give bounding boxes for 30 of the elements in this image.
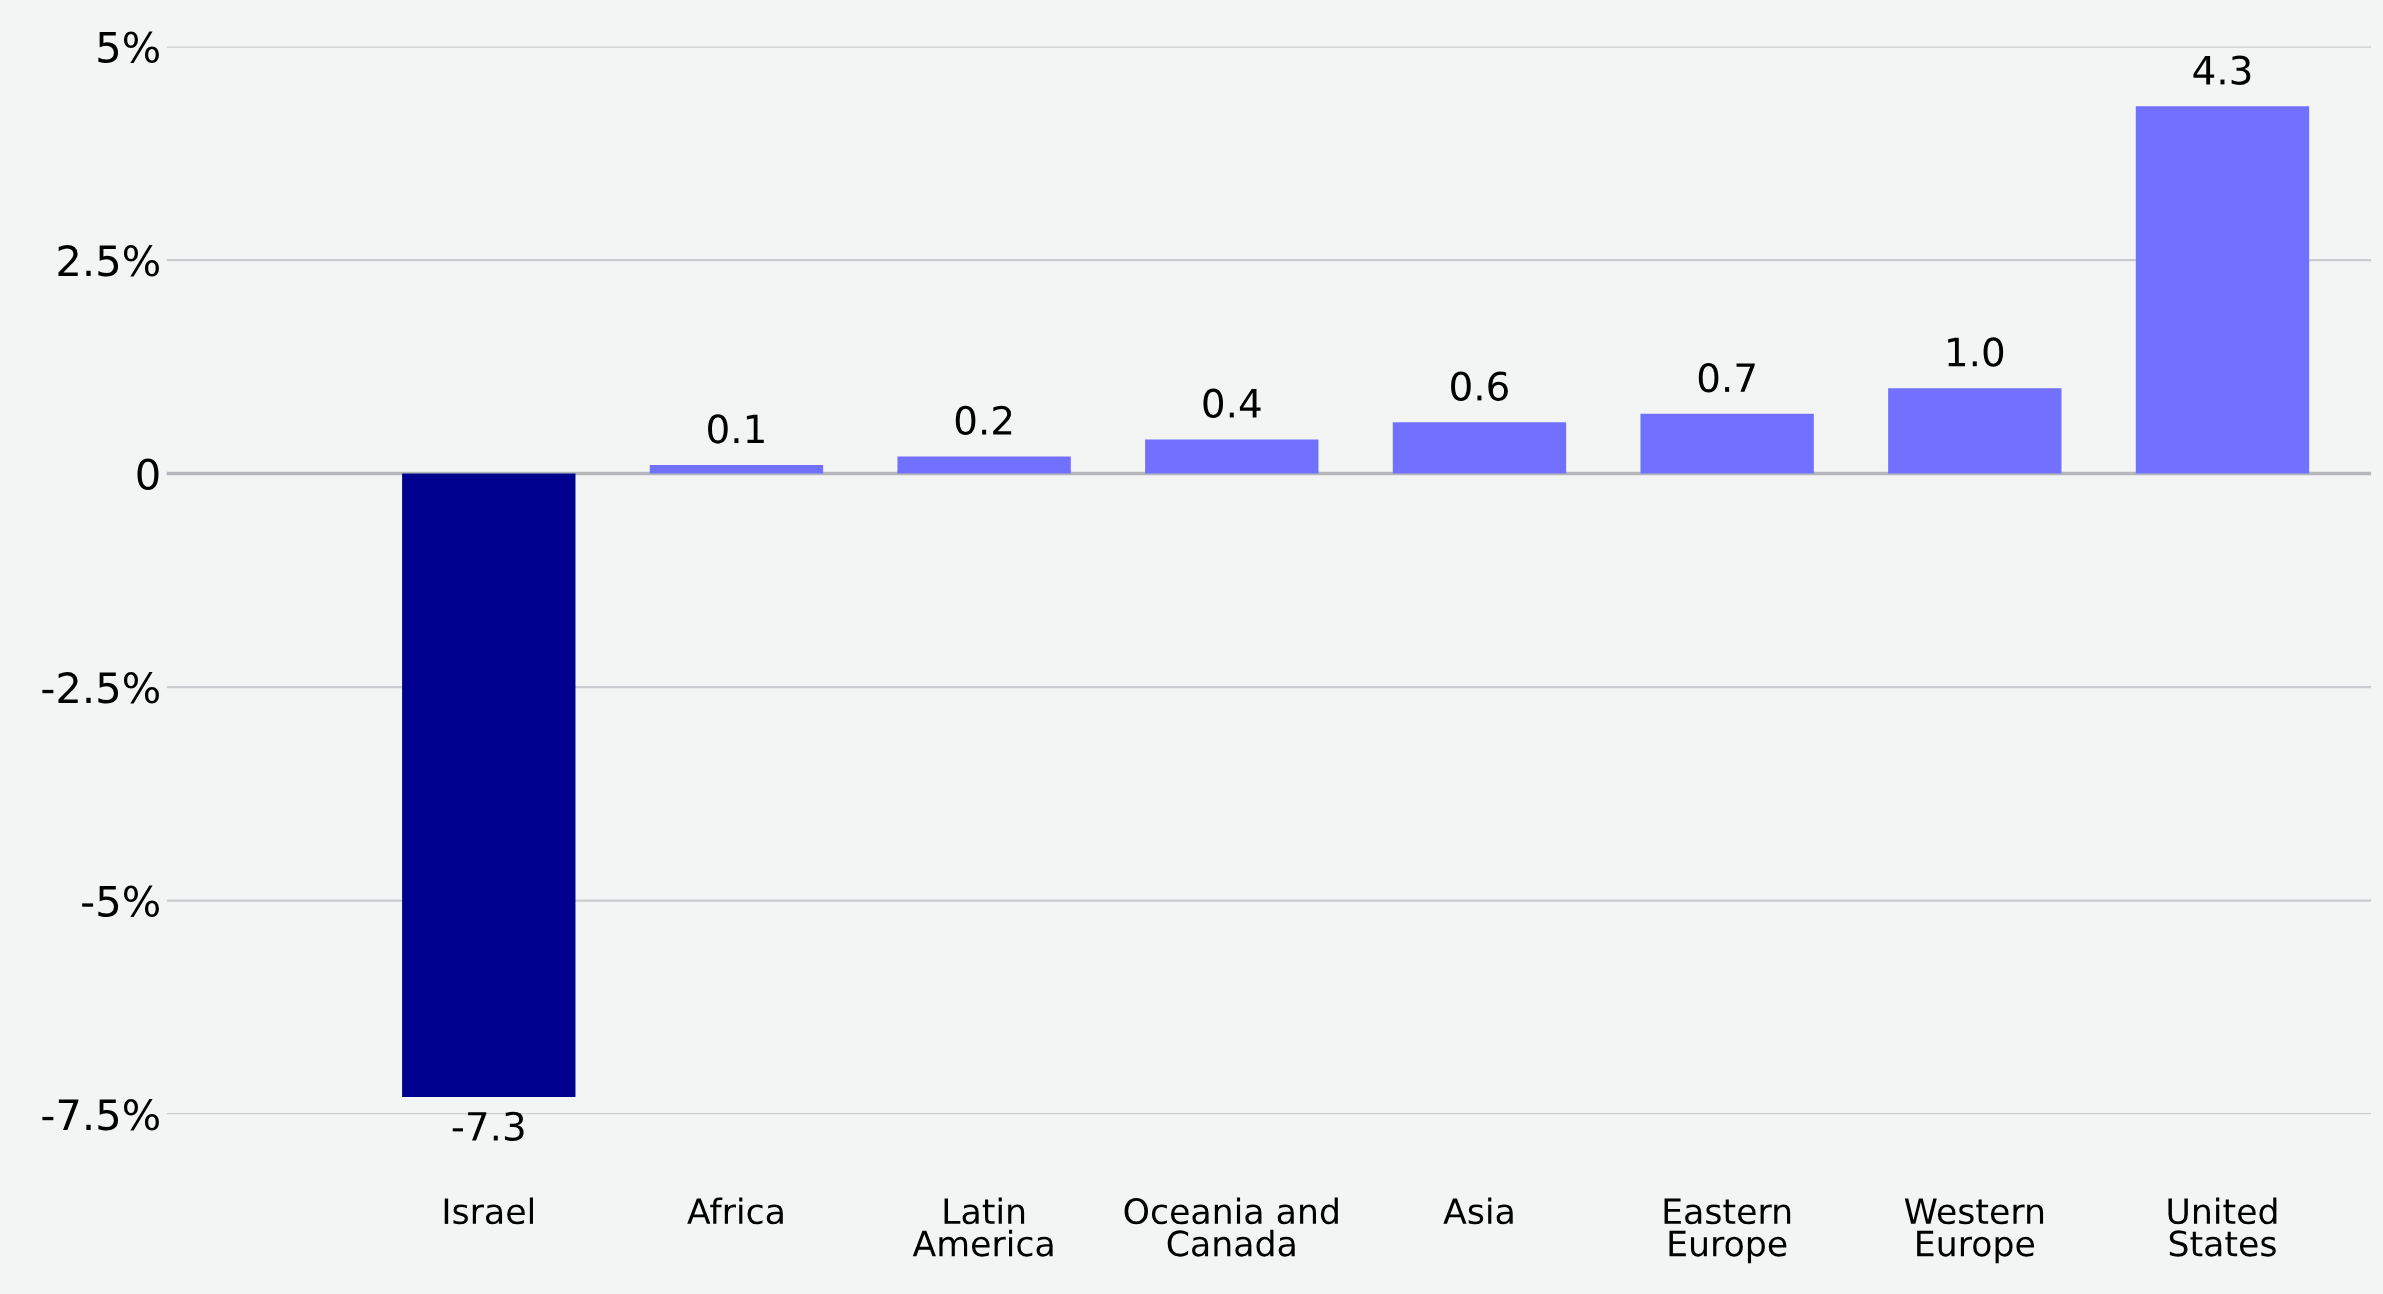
- data-label: 0.6: [1451, 371, 1508, 401]
- bar: [402, 473, 576, 1098]
- bar: [2135, 106, 2310, 474]
- data-label: 4.3: [2193, 55, 2251, 85]
- bar: [897, 456, 1071, 474]
- x-tick-label: Western Europe: [1904, 1198, 2044, 1264]
- bar: [1392, 422, 1567, 474]
- y-tick-label: 0: [137, 458, 159, 491]
- y-tick-label: 2.5%: [58, 245, 159, 277]
- x-tick-label: Asia: [1443, 1197, 1513, 1225]
- y-tick-label: -5%: [82, 885, 159, 918]
- bar: [649, 465, 824, 474]
- data-label: -7.3: [452, 1111, 524, 1142]
- data-label: 0.4: [1203, 388, 1261, 419]
- y-tick-label: -7.5%: [42, 1099, 159, 1131]
- x-tick-label: Israel: [444, 1197, 533, 1225]
- data-label: 0.1: [708, 414, 764, 444]
- data-label: 1.0: [1948, 337, 2004, 367]
- bar: [1640, 413, 1814, 474]
- x-tick-label: United States: [2168, 1197, 2277, 1257]
- x-tick-label: Eastern Europe: [1664, 1198, 1791, 1264]
- x-tick-label: Africa: [687, 1197, 783, 1225]
- y-tick-label: -2.5%: [42, 672, 159, 704]
- x-tick-label: Oceania and Canada: [1124, 1197, 1338, 1257]
- data-label: 0.7: [1698, 362, 1755, 393]
- data-label: 0.2: [955, 405, 1012, 436]
- y-tick-label: 5%: [98, 31, 159, 64]
- x-tick-label: Latin America: [912, 1197, 1053, 1257]
- bar: [1888, 388, 2062, 474]
- bar: [1145, 439, 1319, 474]
